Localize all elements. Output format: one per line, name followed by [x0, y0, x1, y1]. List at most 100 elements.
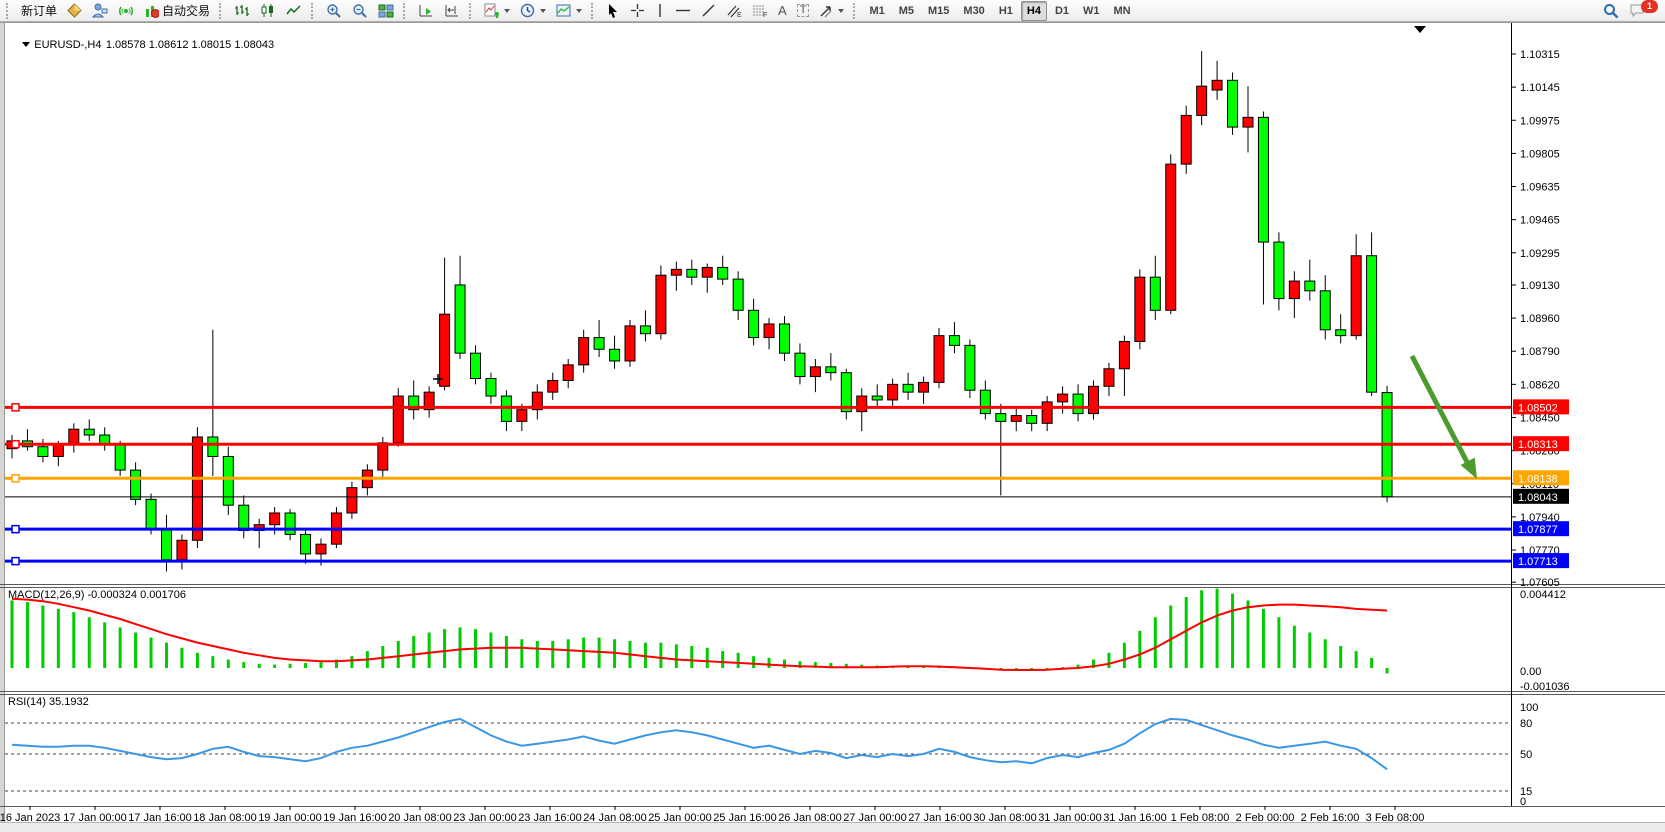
timeframe-m1[interactable]: M1 [869, 4, 885, 17]
timeframe-w1[interactable]: W1 [1083, 4, 1100, 17]
candle [624, 325, 636, 362]
tile-windows-icon [378, 4, 394, 17]
candle [346, 487, 358, 514]
periods-icon [520, 3, 535, 18]
time-tick-label: 23 Jan 00:00 [453, 812, 517, 824]
price-tick-label: 1.09635 [1520, 182, 1560, 194]
time-tick-label: 17 Jan 00:00 [63, 812, 127, 824]
line-handle[interactable] [11, 556, 20, 566]
candle [1149, 276, 1161, 311]
chart-shift-marker[interactable] [1414, 26, 1426, 33]
crosshair-tool-button[interactable] [625, 0, 650, 22]
candle [1335, 329, 1347, 337]
toolbar-grip[interactable] [6, 2, 12, 19]
candle [701, 266, 713, 278]
candle [1026, 415, 1038, 424]
price-tick-label: 1.08450 [1520, 412, 1560, 424]
down-arrow-annotation[interactable] [1409, 354, 1471, 466]
price-label-box [1513, 436, 1569, 452]
timeframe-h1[interactable]: H1 [998, 4, 1013, 17]
time-tick-label: 24 Jan 08:00 [583, 812, 647, 824]
trendline-tool-button[interactable] [696, 0, 721, 22]
plus-marker [433, 374, 443, 384]
gold-cube-icon[interactable] [62, 0, 87, 22]
line-handle[interactable] [11, 403, 20, 412]
toolbar-grip[interactable] [311, 2, 317, 19]
timeframe-mn[interactable]: MN [1113, 4, 1131, 17]
window-bottom-edge [0, 823, 1665, 832]
tile-windows-button[interactable] [373, 0, 399, 22]
indicators-icon [484, 3, 500, 18]
notifications-button[interactable]: 1 [1624, 0, 1663, 22]
horizontal-line-tool-button[interactable] [670, 0, 696, 22]
line-chart-button[interactable] [281, 0, 307, 22]
horizontal-line-icon [676, 9, 691, 12]
templates-button[interactable] [551, 0, 587, 22]
candle [856, 395, 868, 413]
line-handle[interactable] [11, 439, 20, 449]
auto-trading-button[interactable]: 自动交易 [139, 0, 215, 22]
chart-shift-button[interactable] [439, 0, 465, 22]
toolbar-grip[interactable] [219, 2, 225, 19]
chart-canvas[interactable]: 1.10315 1.10145 1.09975 1.09805 1.09635 1.094… [0, 22, 1665, 832]
signal-icon[interactable] [113, 0, 139, 22]
new-order-button[interactable]: 新订单 [16, 0, 62, 22]
time-tick-label: 30 Jan 08:00 [973, 812, 1037, 824]
time-tick-label: 19 Jan 00:00 [258, 812, 322, 824]
candle [83, 428, 95, 436]
chevron-down-icon [504, 8, 511, 13]
candle [531, 391, 543, 411]
candle [887, 383, 899, 401]
auto-scroll-button[interactable] [413, 0, 439, 22]
price-tick-label: 1.09805 [1520, 148, 1560, 160]
time-tick-label: 23 Jan 16:00 [518, 812, 582, 824]
candle [779, 323, 790, 354]
fibonacci-tool-button[interactable]: F [747, 0, 773, 22]
macd-panel [10, 588, 1389, 674]
cursor-tool-button[interactable] [601, 0, 625, 22]
candle [207, 436, 219, 457]
candle [470, 352, 481, 380]
toolbar-grip[interactable] [469, 2, 475, 19]
arrows-tool-button[interactable] [814, 0, 849, 22]
search-button[interactable] [1598, 0, 1624, 22]
candle [686, 268, 698, 278]
candle [717, 266, 729, 280]
equidistant-channel-tool-button[interactable]: E [721, 0, 747, 22]
timeframe-bar: M1 M5 M15 M30 H1 H4 D1 W1 MN [863, 0, 1136, 21]
toolbar-grip[interactable] [403, 2, 409, 19]
candle [485, 378, 497, 397]
symbol-dropdown-icon[interactable] [22, 42, 31, 47]
zoom-out-button[interactable] [347, 0, 373, 22]
candle [794, 352, 806, 378]
timeframe-h4[interactable]: H4 [1020, 0, 1047, 21]
candle [1242, 116, 1254, 128]
indicators-button[interactable] [479, 0, 515, 22]
price-label-box [1513, 553, 1569, 569]
timeframe-m15[interactable]: M15 [928, 4, 950, 17]
candle [840, 372, 852, 413]
time-axis[interactable]: 16 Jan 2023 17 Jan 00:00 17 Jan 16:00 18 Ja… [0, 806, 1424, 824]
zoom-in-button[interactable] [321, 0, 347, 22]
timeframe-m5[interactable]: M5 [898, 4, 914, 17]
vertical-line-icon [659, 4, 661, 17]
timeframe-d1[interactable]: D1 [1054, 4, 1069, 17]
time-tick-label: 27 Jan 16:00 [908, 812, 972, 824]
market-watch-icon[interactable] [87, 0, 113, 22]
toolbar-grip[interactable] [853, 2, 859, 19]
vertical-line-tool-button[interactable] [650, 0, 670, 22]
rsi-indicator-label: RSI(14) 35.1932 [8, 696, 89, 708]
line-handle[interactable] [11, 474, 20, 483]
chart-shift-icon [445, 5, 459, 17]
text-label-tool-button[interactable]: T [792, 0, 815, 22]
price-tick-label: 1.08620 [1520, 379, 1560, 391]
line-handle[interactable] [11, 524, 20, 534]
candle [1211, 79, 1223, 91]
periods-button[interactable] [515, 0, 551, 22]
toolbar-grip[interactable] [591, 2, 597, 19]
text-tool-button[interactable]: A [773, 0, 792, 22]
timeframe-m30[interactable]: M30 [963, 4, 985, 17]
bar-chart-button[interactable] [229, 0, 255, 22]
candlestick-chart-button[interactable] [255, 0, 281, 22]
price-axis[interactable]: 1.10315 1.10145 1.09975 1.09805 1.09635 1.094… [1511, 49, 1570, 808]
